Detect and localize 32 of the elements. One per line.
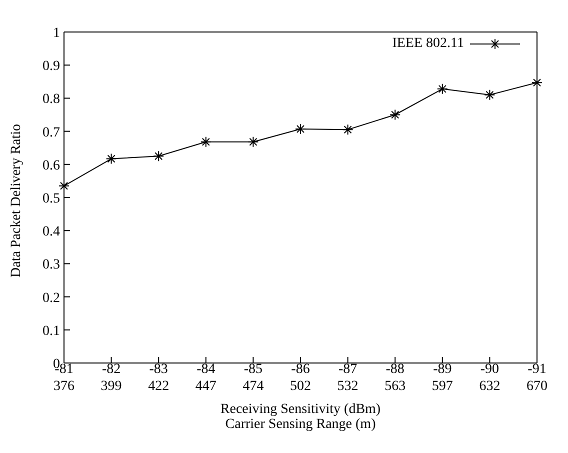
- point: [153, 150, 164, 162]
- y-tick-label: 0.9: [42, 59, 60, 74]
- point: [484, 89, 496, 100]
- x-tick-label: -86 502: [290, 362, 311, 394]
- y-tick-label: 0.5: [42, 191, 60, 206]
- y-tick-label: 0.7: [42, 125, 60, 140]
- x-tick-label: -83 422: [148, 362, 170, 394]
- legend-label: IEEE 802.11: [392, 36, 464, 52]
- y-tick-label: 0.4: [42, 224, 60, 240]
- y-tick-label: 0.2: [42, 290, 60, 306]
- y-axis-title: Data Packet Delivery Ratio: [8, 124, 24, 278]
- x-tick-label: -84 447: [195, 362, 216, 394]
- y-tick-label: 0.6: [42, 158, 60, 174]
- point: [390, 109, 401, 120]
- x-axis-title: Receiving Sensitivity (dBm) Carrier Sensing Range (m): [220, 402, 381, 432]
- x-tick-label: -91 670: [526, 362, 548, 394]
- x-tick-label: -88 563: [384, 362, 406, 394]
- y-tick-label: 0.8: [42, 92, 60, 108]
- y-tick-label: 0.1: [42, 324, 60, 339]
- point: [342, 124, 354, 136]
- y-tick-label: 1: [53, 26, 60, 41]
- x-tick-label: -87 532: [337, 362, 358, 394]
- x-tick-label: -82 399: [100, 362, 122, 394]
- point: [248, 136, 259, 148]
- y-tick-label: 0.3: [42, 258, 60, 273]
- point: [200, 136, 212, 148]
- x-tick-label: -85 474: [242, 362, 264, 394]
- point: [436, 83, 448, 94]
- x-tick-label: -90 632: [479, 362, 500, 394]
- point: [295, 123, 306, 134]
- point: [106, 153, 117, 164]
- x-tick-label: -89 597: [432, 362, 453, 394]
